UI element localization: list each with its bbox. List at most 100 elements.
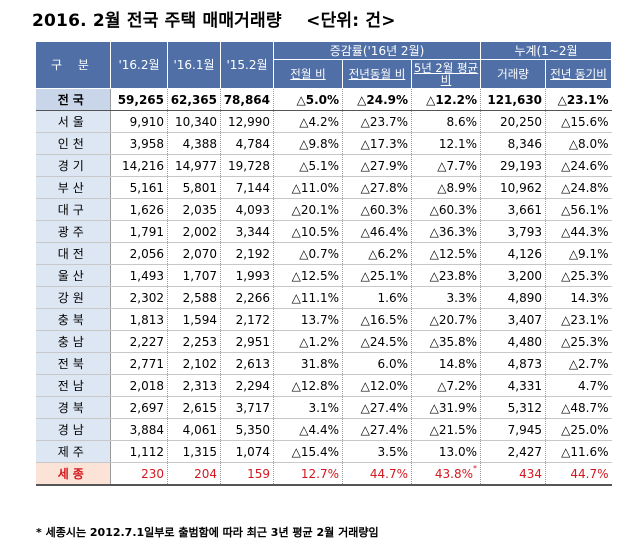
cell-v1: 2,771 <box>110 352 168 375</box>
cell-v1: 230 <box>110 462 168 486</box>
cell-mom: △5.0% <box>273 88 343 111</box>
cell-cum-yoy: △24.6% <box>545 154 612 177</box>
cell-v3: 2,613 <box>220 352 274 375</box>
cell-v1: 5,161 <box>110 176 168 199</box>
cell-value: 43.8% <box>434 466 474 481</box>
cell-cum-yoy: △25.3% <box>545 330 612 353</box>
cell-v2: 2,035 <box>167 198 221 221</box>
cell-v2: 204 <box>167 462 221 486</box>
cell-yoy: △46.4% <box>342 220 412 243</box>
table-row: 전북 2,771 2,102 2,613 31.8% 6.0% 14.8% 4,873 △2.7… <box>35 352 612 375</box>
cell-v1: 2,227 <box>110 330 168 353</box>
header-col-feb15: '15.2월 <box>220 41 274 89</box>
cell-cum: 121,630 <box>480 88 547 111</box>
cell-avg5: △7.7% <box>411 154 482 177</box>
cell-cum: 20,250 <box>480 110 547 133</box>
cell-v2: 2,615 <box>167 396 221 419</box>
region-label: 울산 <box>35 264 111 287</box>
cell-v2: 4,061 <box>167 418 221 441</box>
cell-yoy: △27.9% <box>342 154 412 177</box>
cell-yoy: △24.5% <box>342 330 412 353</box>
cell-avg5: △23.8% <box>411 264 482 287</box>
region-label: 경북 <box>35 396 111 419</box>
cell-avg5: △8.9% <box>411 176 482 199</box>
cell-cum: 8,346 <box>480 132 547 155</box>
cell-avg5: △12.2% <box>411 88 482 111</box>
cell-cum-yoy: △8.0% <box>545 132 612 155</box>
table-row: 울산 1,493 1,707 1,993 △12.5% △25.1% △23.8% 3,200… <box>35 264 612 287</box>
cell-cum-yoy: △15.6% <box>545 110 612 133</box>
cell-avg5: △20.7% <box>411 308 482 331</box>
cell-mom: △12.5% <box>273 264 343 287</box>
cell-v2: 2,070 <box>167 242 221 265</box>
cell-yoy: △24.9% <box>342 88 412 111</box>
cell-v1: 3,958 <box>110 132 168 155</box>
region-label: 충남 <box>35 330 111 353</box>
cell-yoy: △60.3% <box>342 198 412 221</box>
cell-avg5: 13.0% <box>411 440 482 463</box>
cell-cum-yoy: △25.0% <box>545 418 612 441</box>
region-label: 부산 <box>35 176 111 199</box>
cell-cum-yoy: △9.1% <box>545 242 612 265</box>
cell-yoy: △16.5% <box>342 308 412 331</box>
cell-v3: 2,192 <box>220 242 274 265</box>
cell-yoy: △17.3% <box>342 132 412 155</box>
cell-cum-yoy: △24.8% <box>545 176 612 199</box>
table-row: 강원 2,302 2,588 2,266 △11.1% 1.6% 3.3% 4,890 14.3… <box>35 286 612 309</box>
header-region: 구 분 <box>35 41 111 89</box>
cell-v3: 7,144 <box>220 176 274 199</box>
table-row: 경남 3,884 4,061 5,350 △4.4% △27.4% △21.5% 7,945 △… <box>35 418 612 441</box>
table-row: 전남 2,018 2,313 2,294 △12.8% △12.0% △7.2% 4,331 4… <box>35 374 612 397</box>
cell-yoy: △23.7% <box>342 110 412 133</box>
cell-yoy: △27.4% <box>342 418 412 441</box>
cell-cum-yoy: △48.7% <box>545 396 612 419</box>
region-label: 서울 <box>35 110 111 133</box>
cell-avg5: △12.5% <box>411 242 482 265</box>
cell-v2: 1,315 <box>167 440 221 463</box>
cell-v3: 3,717 <box>220 396 274 419</box>
region-label: 전국 <box>35 88 111 111</box>
cell-v2: 10,340 <box>167 110 221 133</box>
footnote-marker: * <box>473 463 478 473</box>
cell-v1: 2,697 <box>110 396 168 419</box>
header-mom: 전월 비 <box>273 59 343 89</box>
cell-yoy: △25.1% <box>342 264 412 287</box>
cell-mom: △0.7% <box>273 242 343 265</box>
cell-cum-yoy: △25.3% <box>545 264 612 287</box>
cell-mom: △4.4% <box>273 418 343 441</box>
cell-v1: 1,791 <box>110 220 168 243</box>
cell-cum-yoy: △11.6% <box>545 440 612 463</box>
cell-cum: 3,793 <box>480 220 547 243</box>
header-group-cumulative: 누계(1~2월 <box>480 41 613 60</box>
table-row: 세종 230 204 159 12.7% 44.7% 43.8%* 434 44.7% <box>35 462 612 486</box>
cell-yoy: △27.4% <box>342 396 412 419</box>
header-yoy: 전년동월 비 <box>342 59 412 89</box>
cell-v3: 2,172 <box>220 308 274 331</box>
cell-v2: 1,707 <box>167 264 221 287</box>
cell-mom: △11.1% <box>273 286 343 309</box>
cell-avg5: 43.8%* <box>411 462 482 486</box>
cell-cum: 2,427 <box>480 440 547 463</box>
cell-cum: 29,193 <box>480 154 547 177</box>
cell-v3: 12,990 <box>220 110 274 133</box>
cell-v2: 14,977 <box>167 154 221 177</box>
cell-mom: △20.1% <box>273 198 343 221</box>
cell-cum: 7,945 <box>480 418 547 441</box>
region-label: 경남 <box>35 418 111 441</box>
cell-avg5: △36.3% <box>411 220 482 243</box>
cell-avg5: △35.8% <box>411 330 482 353</box>
header-col-jan16: '16.1월 <box>167 41 221 89</box>
cell-mom: △1.2% <box>273 330 343 353</box>
table-row: 충남 2,227 2,253 2,951 △1.2% △24.5% △35.8% 4,480 △… <box>35 330 612 353</box>
region-label: 대구 <box>35 198 111 221</box>
cell-v1: 59,265 <box>110 88 168 111</box>
cell-yoy: △12.0% <box>342 374 412 397</box>
cell-v1: 3,884 <box>110 418 168 441</box>
cell-v3: 1,074 <box>220 440 274 463</box>
cell-cum-yoy: △44.3% <box>545 220 612 243</box>
cell-v3: 1,993 <box>220 264 274 287</box>
housing-transactions-table: 구 분 '16.2월 '16.1월 '15.2월 증감률('16년 2월) 누계… <box>35 41 613 486</box>
cell-v3: 2,294 <box>220 374 274 397</box>
cell-v3: 159 <box>220 462 274 486</box>
cell-cum-yoy: 14.3% <box>545 286 612 309</box>
